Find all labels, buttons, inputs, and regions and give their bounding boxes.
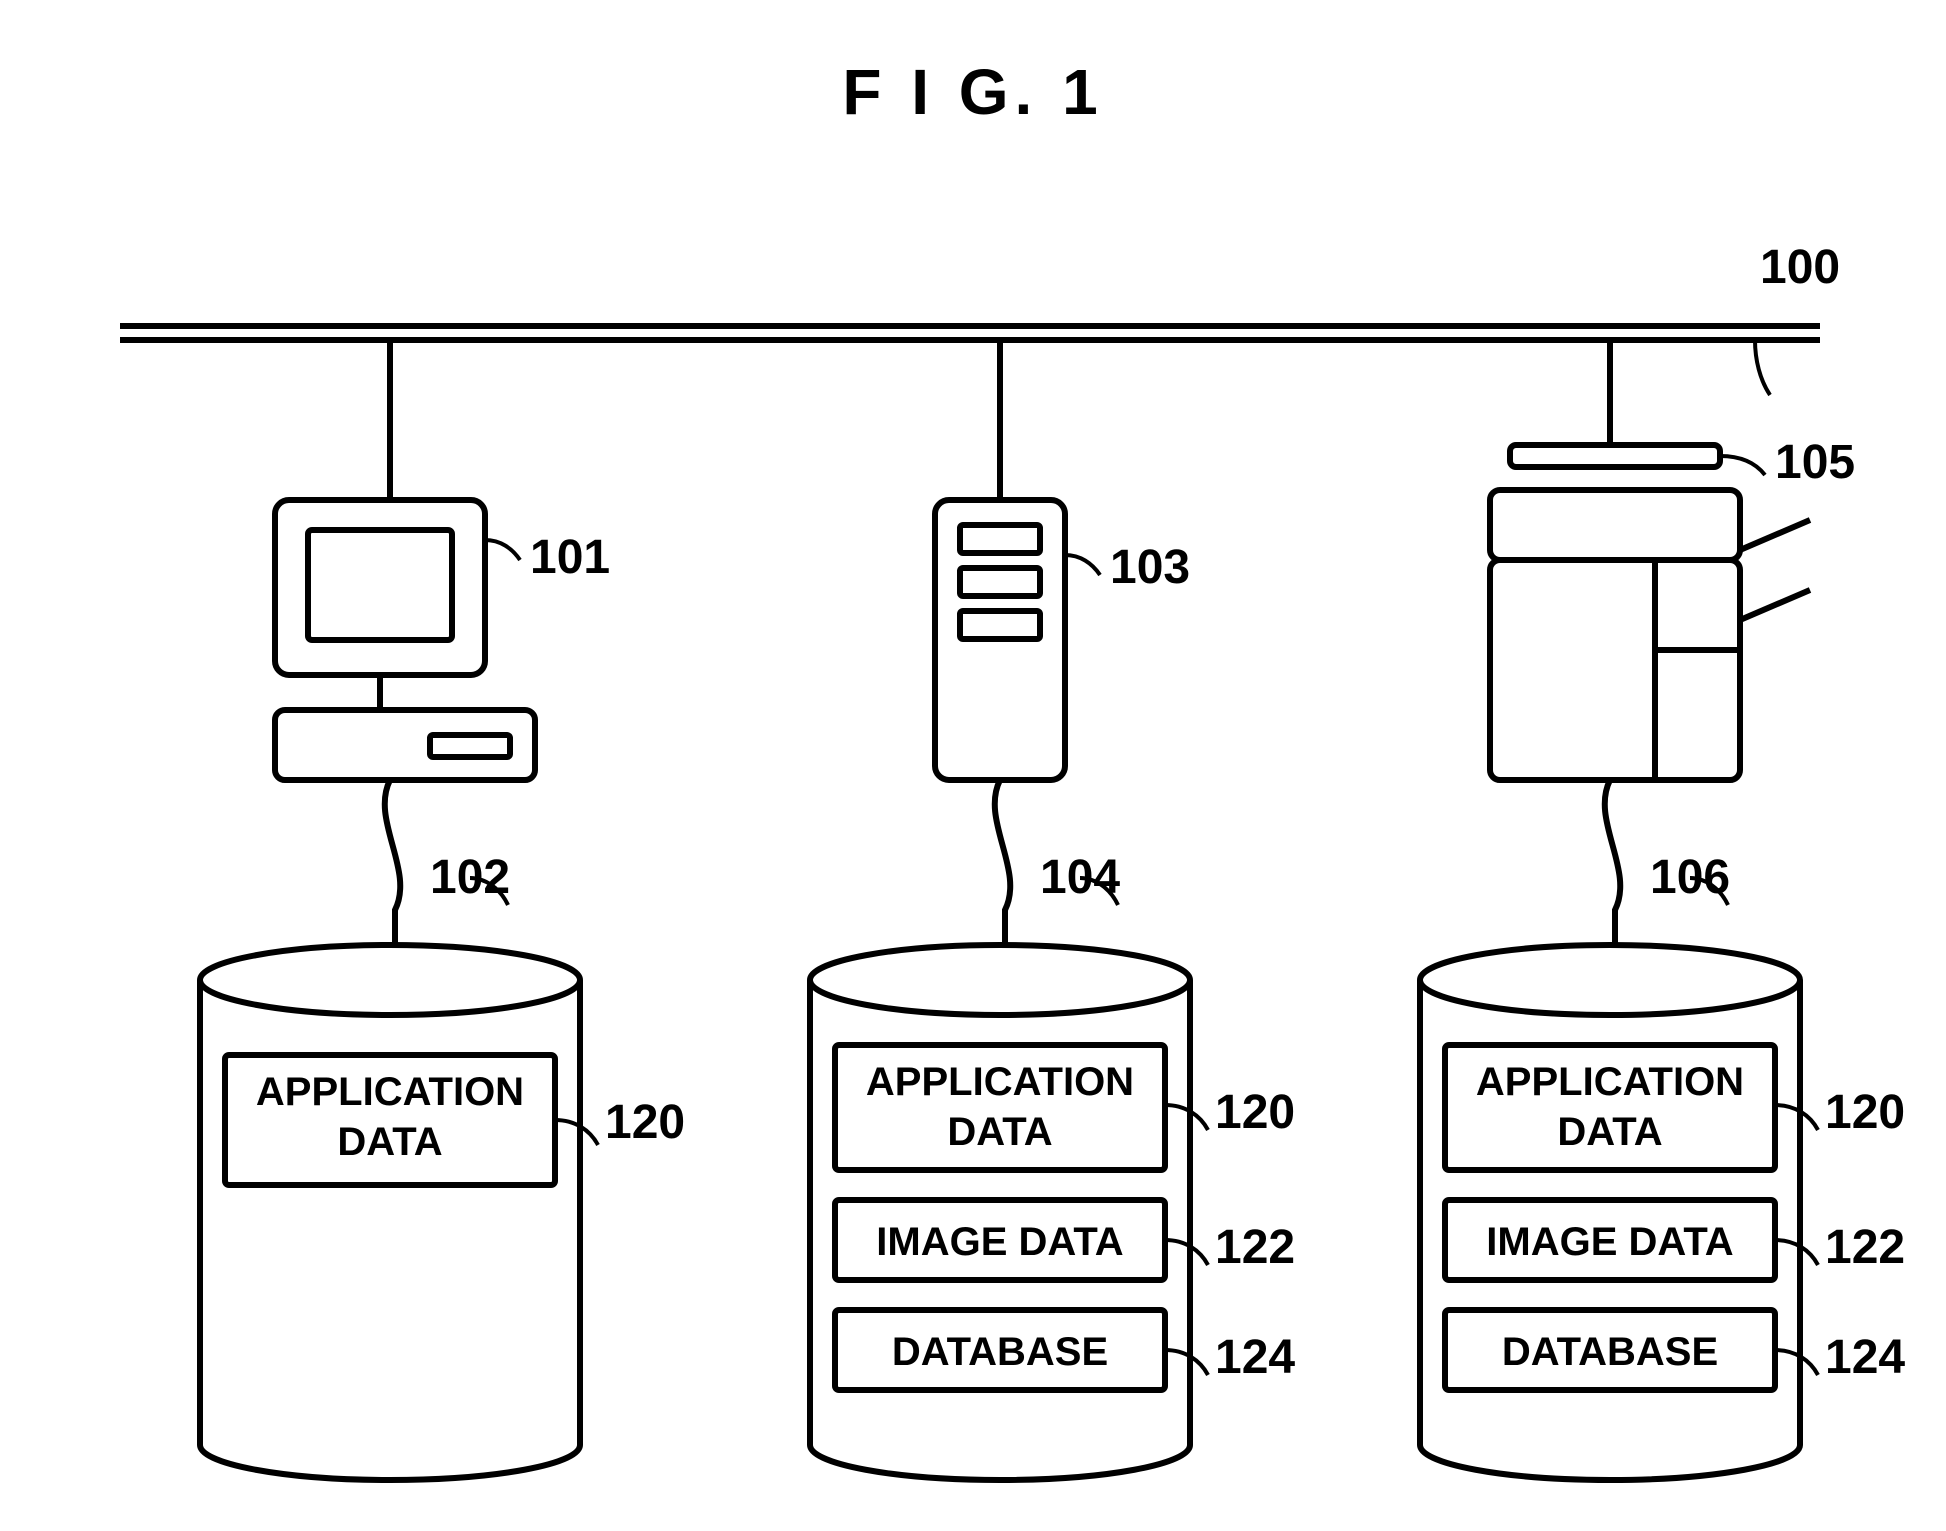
app-data-text-1a: APPLICATION bbox=[256, 1070, 524, 1114]
database-cylinder-1 bbox=[200, 945, 580, 1480]
database-text-3: DATABASE bbox=[1502, 1330, 1718, 1374]
connector-1 bbox=[385, 780, 401, 945]
database-text-2: DATABASE bbox=[892, 1330, 1108, 1374]
connector-2 bbox=[995, 780, 1011, 945]
diagram-svg: APPLICATION DATA APPLICATION DATA IMAGE … bbox=[0, 0, 1946, 1531]
figure-canvas: F I G. 1 bbox=[0, 0, 1946, 1531]
ref-101: 101 bbox=[530, 530, 610, 585]
image-data-text-3: IMAGE DATA bbox=[1486, 1220, 1733, 1264]
ref-100: 100 bbox=[1760, 240, 1840, 295]
ref-122b: 122 bbox=[1215, 1220, 1295, 1275]
connector-3 bbox=[1605, 780, 1621, 945]
ref-120c: 120 bbox=[1825, 1085, 1905, 1140]
ref-124b: 124 bbox=[1215, 1330, 1295, 1385]
ref-102: 102 bbox=[430, 850, 510, 905]
ref-106: 106 bbox=[1650, 850, 1730, 905]
app-data-text-1b: DATA bbox=[337, 1120, 442, 1164]
app-data-text-2a: APPLICATION bbox=[866, 1060, 1134, 1104]
network-bus bbox=[120, 326, 1820, 395]
ref-122c: 122 bbox=[1825, 1220, 1905, 1275]
server-icon bbox=[935, 500, 1065, 780]
database-cylinder-2 bbox=[810, 945, 1190, 1480]
ref-105: 105 bbox=[1775, 435, 1855, 490]
leader-101 bbox=[485, 540, 520, 560]
image-data-text-2: IMAGE DATA bbox=[876, 1220, 1123, 1264]
mfp-icon bbox=[1490, 445, 1810, 780]
ref-124c: 124 bbox=[1825, 1330, 1905, 1385]
ref-120a: 120 bbox=[605, 1095, 685, 1150]
ref-120b: 120 bbox=[1215, 1085, 1295, 1140]
database-cylinder-3 bbox=[1420, 945, 1800, 1480]
ref-103: 103 bbox=[1110, 540, 1190, 595]
app-data-text-3a: APPLICATION bbox=[1476, 1060, 1744, 1104]
app-data-text-2b: DATA bbox=[947, 1110, 1052, 1154]
ref-104: 104 bbox=[1040, 850, 1120, 905]
leader-103 bbox=[1065, 555, 1100, 575]
leader-105 bbox=[1720, 456, 1765, 475]
app-data-text-3b: DATA bbox=[1557, 1110, 1662, 1154]
